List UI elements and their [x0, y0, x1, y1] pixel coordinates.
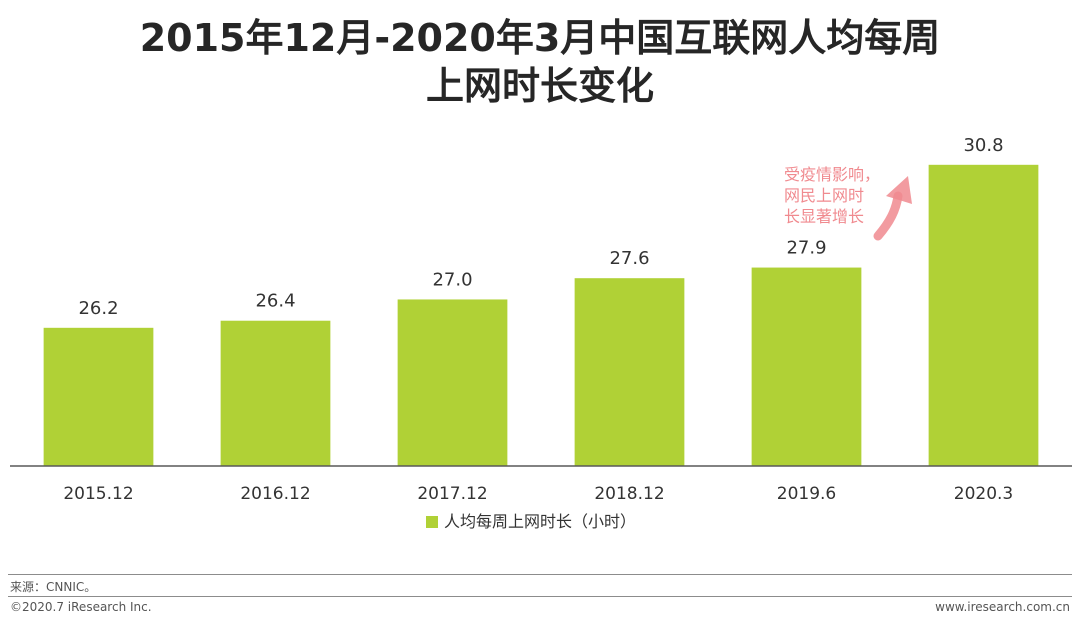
bar-2020.3: [928, 164, 1039, 466]
legend-label: 人均每周上网时长（小时）: [444, 512, 636, 531]
chart-title: 2015年12月-2020年3月中国互联网人均每周 上网时长变化: [0, 14, 1080, 110]
chart-title-line-1: 2015年12月-2020年3月中国互联网人均每周: [139, 16, 941, 60]
annotation-line-1: 受疫情影响，: [784, 165, 880, 184]
x-tick-label-2017.12: 2017.12: [417, 484, 487, 504]
bar-chart: 26.2 26.4 27.0 27.6 27.9 30.8 2015.12 2016.12 2…: [10, 135, 1072, 531]
data-label-2018.12: 27.6: [609, 248, 649, 269]
copyright: ©2020.7 iResearch Inc.: [10, 600, 152, 614]
website-link: www.iresearch.com.cn: [935, 600, 1070, 614]
bar-2015.12: [43, 327, 154, 466]
x-tick-label-2018.12: 2018.12: [594, 484, 664, 504]
legend-swatch: [426, 516, 438, 528]
x-tick-label-2020.3: 2020.3: [954, 484, 1013, 504]
annotation-arrow-shaft: [873, 191, 903, 241]
data-label-2019.6: 27.9: [786, 238, 826, 259]
footer-divider-2: [8, 596, 1072, 597]
legend: 人均每周上网时长（小时）: [426, 512, 636, 531]
x-tick-label-2015.12: 2015.12: [63, 484, 133, 504]
bar-2016.12: [220, 320, 331, 466]
data-label-2015.12: 26.2: [78, 298, 118, 319]
bar-2018.12: [574, 278, 685, 466]
bar-2017.12: [397, 299, 508, 466]
source-note: 来源：CNNIC。: [10, 580, 97, 594]
annotation-line-2: 网民上网时: [784, 186, 864, 205]
bar-2019.6: [751, 267, 862, 466]
data-label-2016.12: 26.4: [255, 291, 295, 312]
data-label-2020.3: 30.8: [963, 135, 1003, 156]
chart-title-line-2: 上网时长变化: [425, 64, 654, 108]
annotation-arrow-head: [886, 176, 912, 204]
annotation-line-3: 长显著增长: [784, 207, 864, 226]
x-tick-label-2019.6: 2019.6: [777, 484, 836, 504]
footer-divider: [8, 574, 1072, 575]
x-tick-label-2016.12: 2016.12: [240, 484, 310, 504]
data-label-2017.12: 27.0: [432, 269, 472, 290]
